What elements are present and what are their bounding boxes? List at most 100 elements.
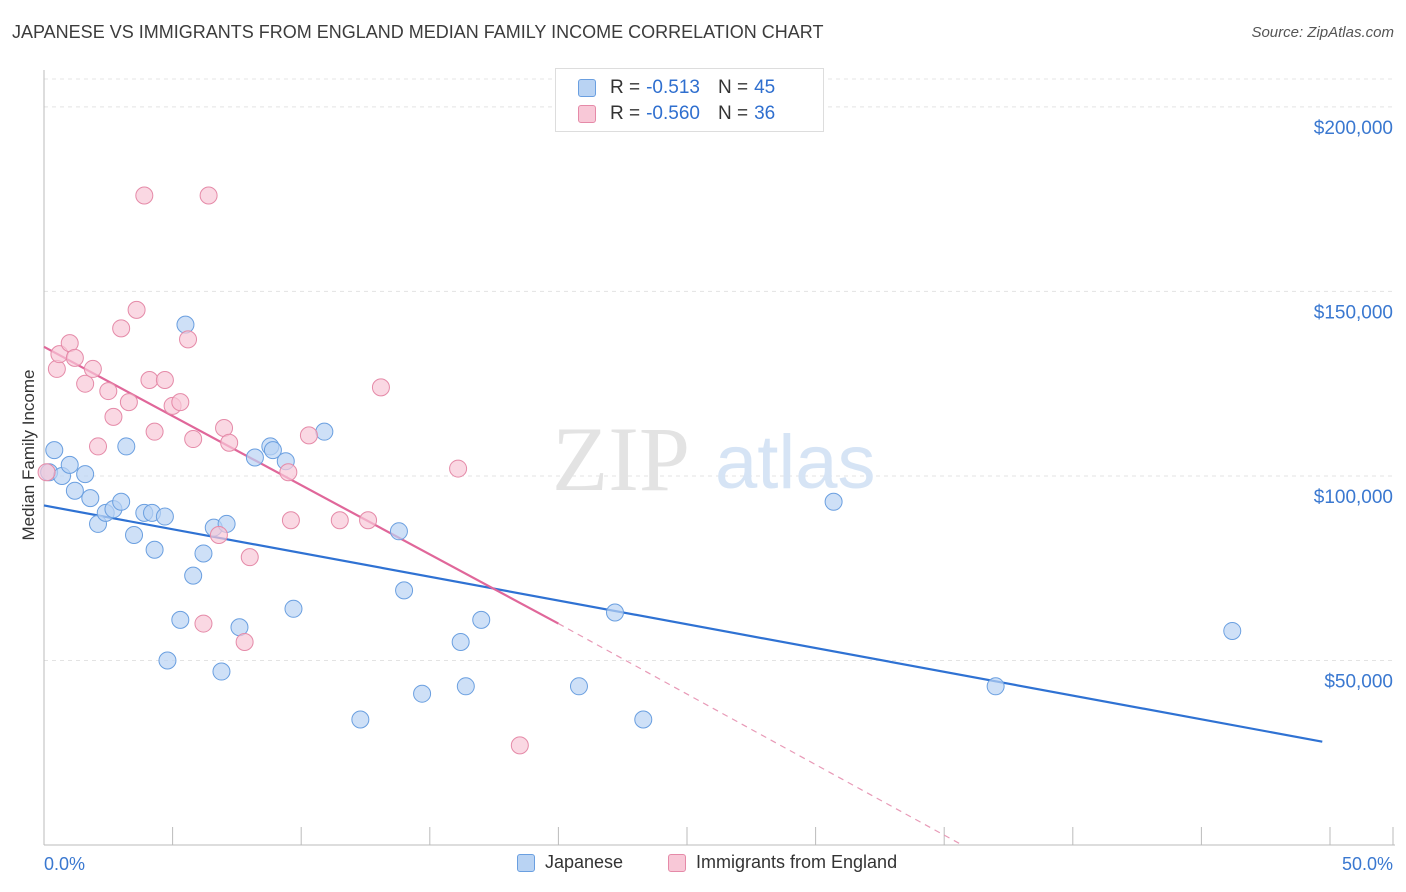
data-point-england	[65, 348, 84, 367]
y-tick-label: $50,000	[1324, 671, 1393, 692]
legend-row-england: R = -0.560 N = 36	[578, 102, 775, 126]
data-point-japanese	[413, 684, 432, 703]
series-legend-japanese: Japanese	[517, 852, 623, 873]
data-point-japanese	[60, 455, 79, 474]
data-point-england	[330, 511, 349, 530]
data-point-japanese	[284, 599, 303, 618]
data-point-england	[127, 300, 146, 319]
data-point-japanese	[395, 581, 414, 600]
data-point-england	[112, 319, 131, 338]
data-point-japanese	[605, 603, 624, 622]
data-point-england	[279, 463, 298, 482]
data-point-japanese	[569, 677, 588, 696]
data-point-japanese	[389, 522, 408, 541]
r-value: -0.513	[646, 77, 700, 98]
data-point-england	[89, 437, 108, 456]
data-point-japanese	[194, 544, 213, 563]
x-tick-label: 0.0%	[44, 854, 85, 874]
y-tick-label: $100,000	[1314, 487, 1393, 508]
data-point-england	[179, 330, 198, 349]
data-point-england	[281, 511, 300, 530]
r-label: R =	[610, 77, 641, 98]
data-point-japanese	[145, 540, 164, 559]
legend-swatch-japanese	[578, 79, 596, 97]
trend-line-england	[43, 345, 559, 625]
legend-row-japanese: R = -0.513 N = 45	[578, 76, 775, 100]
data-point-japanese	[184, 566, 203, 585]
data-point-japanese	[81, 489, 100, 508]
data-points	[37, 186, 1242, 755]
legend-swatch-england	[578, 105, 596, 123]
data-point-japanese	[125, 526, 144, 544]
grid-lines	[44, 78, 1395, 661]
series-label-england: Immigrants from England	[696, 852, 898, 872]
series-legend: Japanese Immigrants from England	[0, 852, 1406, 876]
data-point-england	[240, 548, 259, 567]
data-point-japanese	[634, 710, 653, 729]
data-point-japanese	[245, 448, 264, 467]
data-point-england	[119, 393, 138, 412]
axis-labels: $50,000 $100,000 $150,000 $200,000 0.0% 50.0%…	[19, 118, 1393, 874]
data-point-japanese	[1223, 621, 1242, 640]
data-point-england	[194, 614, 213, 633]
trend-line-japanese	[43, 504, 1323, 743]
n-label: N =	[717, 77, 749, 98]
data-point-japanese	[171, 610, 190, 629]
data-point-japanese	[76, 465, 95, 484]
x-tick-label: 50.0%	[1342, 854, 1393, 874]
r-label: R =	[610, 103, 641, 124]
trend-line-england-extension	[558, 623, 963, 846]
data-point-japanese	[117, 437, 136, 456]
n-value: 45	[754, 77, 776, 98]
series-swatch-england	[668, 853, 686, 872]
data-point-england	[235, 633, 254, 652]
n-label: N =	[717, 103, 749, 124]
y-axis-label: Median Family Income	[19, 369, 38, 540]
data-point-japanese	[824, 492, 843, 511]
data-point-japanese	[158, 651, 177, 670]
data-point-japanese	[176, 315, 195, 334]
data-point-japanese	[986, 677, 1005, 696]
data-point-england	[299, 426, 318, 445]
series-label-japanese: Japanese	[545, 852, 624, 872]
data-point-england	[145, 422, 164, 441]
data-point-england	[76, 374, 95, 393]
data-point-england	[47, 359, 66, 378]
data-point-japanese	[45, 441, 64, 460]
series-legend-england: Immigrants from England	[668, 852, 897, 873]
data-point-england	[83, 359, 102, 378]
watermark-atlas: atlas	[715, 420, 876, 505]
data-point-england	[155, 371, 174, 389]
data-point-england	[199, 186, 218, 205]
data-point-england	[359, 511, 378, 530]
data-point-japanese	[351, 710, 370, 729]
data-point-japanese	[65, 481, 84, 500]
data-point-england	[37, 463, 56, 482]
data-point-england	[99, 382, 118, 401]
y-tick-label: $150,000	[1314, 302, 1393, 323]
correlation-legend: R = -0.513 N = 45 R = -0.560 N = 36	[555, 68, 824, 132]
n-value: 36	[754, 103, 776, 124]
series-swatch-japanese	[517, 853, 535, 872]
data-point-japanese	[456, 677, 475, 696]
r-value: -0.560	[646, 103, 700, 124]
data-point-japanese	[155, 507, 174, 526]
data-point-england	[135, 186, 154, 205]
trend-lines	[43, 345, 1323, 846]
data-point-england	[510, 736, 529, 755]
watermark-zip: ZIP	[552, 408, 690, 510]
data-point-england	[220, 433, 239, 452]
watermark: ZIP atlas	[552, 408, 876, 510]
chart-title: JAPANESE VS IMMIGRANTS FROM ENGLAND MEDI…	[12, 22, 824, 42]
data-point-england	[209, 526, 228, 544]
data-point-japanese	[212, 662, 231, 681]
source-label: Source: ZipAtlas.com	[1251, 24, 1394, 41]
data-point-japanese	[451, 633, 470, 652]
data-point-japanese	[315, 422, 334, 441]
data-point-japanese	[112, 492, 131, 511]
data-point-japanese	[263, 441, 282, 460]
data-point-england	[171, 393, 190, 412]
axes	[43, 70, 1395, 846]
data-point-england	[449, 459, 468, 478]
